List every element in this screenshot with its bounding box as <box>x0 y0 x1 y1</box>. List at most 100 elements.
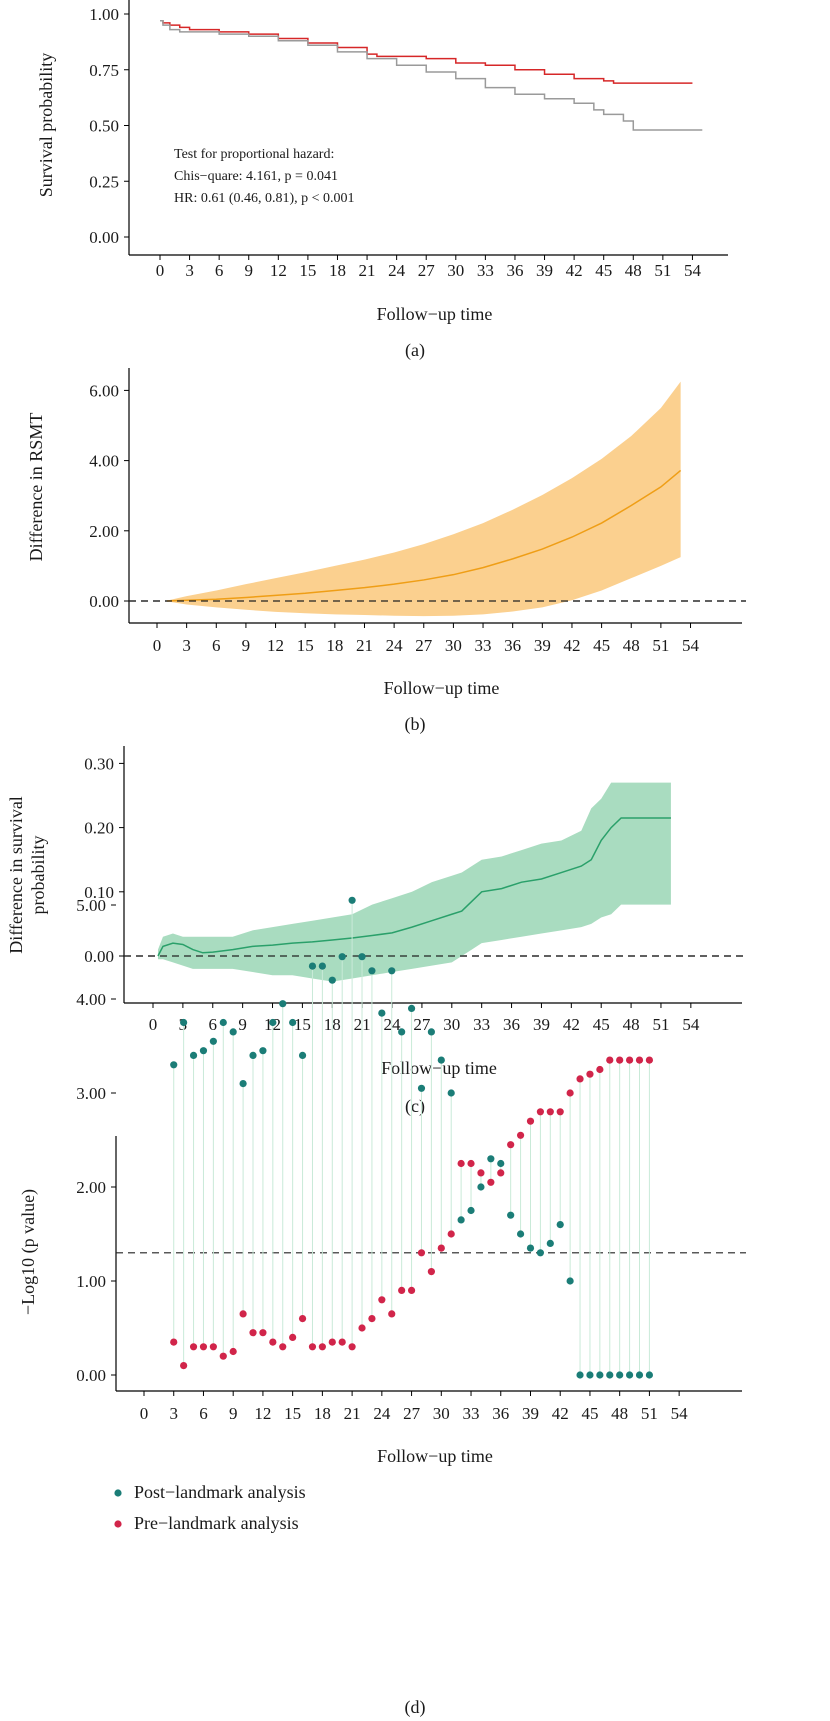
x-tick-label: 51 <box>641 1404 658 1423</box>
x-tick-label: 33 <box>475 636 492 655</box>
x-tick-label: 45 <box>595 261 612 280</box>
post-landmark-point <box>556 1221 564 1229</box>
x-tick-label: 21 <box>359 261 376 280</box>
pre-landmark-point <box>546 1108 554 1116</box>
post-landmark-point <box>625 1371 634 1379</box>
x-tick-label: 36 <box>506 261 523 280</box>
post-landmark-point <box>348 896 356 904</box>
post-landmark-point <box>417 1084 426 1092</box>
post-landmark-point <box>358 953 366 961</box>
post-landmark-point <box>497 1159 505 1168</box>
pre-landmark-point <box>457 1159 465 1168</box>
post-landmark-point <box>447 1089 455 1097</box>
legend-label: Post−landmark analysis <box>134 1482 306 1502</box>
x-tick-label: 39 <box>522 1404 539 1423</box>
x-tick-label: 3 <box>169 1404 178 1423</box>
pre-landmark-point <box>437 1244 445 1252</box>
post-landmark-point <box>368 967 376 975</box>
x-tick-label: 30 <box>447 261 464 280</box>
x-axis-label: Follow−up time <box>377 1446 493 1466</box>
x-tick-label: 21 <box>356 636 373 655</box>
post-landmark-point <box>536 1249 545 1257</box>
post-landmark-point <box>298 1051 307 1059</box>
x-tick-label: 54 <box>684 261 702 280</box>
pre-landmark-point <box>249 1329 257 1337</box>
x-axis-label: Follow−up time <box>377 304 493 324</box>
x-tick-label: 15 <box>294 1015 311 1034</box>
x-tick-label: 9 <box>242 636 251 655</box>
x-tick-label: 36 <box>504 636 521 655</box>
x-tick-label: 0 <box>149 1015 158 1034</box>
x-tick-label: 24 <box>373 1404 391 1423</box>
post-landmark-point <box>487 1155 495 1163</box>
x-tick-label: 42 <box>563 636 580 655</box>
pre-landmark-point <box>625 1056 634 1064</box>
post-landmark-point <box>338 953 346 961</box>
x-tick-label: 51 <box>652 636 669 655</box>
x-tick-label: 3 <box>185 261 194 280</box>
x-tick-label: 6 <box>212 636 221 655</box>
y-tick-label: 0.00 <box>84 947 114 966</box>
pre-landmark-point <box>427 1268 435 1276</box>
panel-label: (c) <box>405 1096 425 1117</box>
post-landmark-point <box>318 962 326 970</box>
x-tick-label: 42 <box>563 1015 580 1034</box>
post-landmark-point <box>308 962 317 970</box>
post-landmark-point <box>635 1371 644 1379</box>
x-tick-label: 9 <box>238 1015 247 1034</box>
panel-label: (b) <box>405 714 426 735</box>
difference-line <box>166 469 682 602</box>
y-tick-label: 4.00 <box>76 990 106 1009</box>
post-landmark-point <box>576 1371 584 1379</box>
post-landmark-point <box>546 1239 554 1247</box>
pre-landmark-point <box>289 1333 297 1341</box>
survival-curve-grey <box>160 19 703 131</box>
post-landmark-point <box>269 1018 277 1027</box>
x-tick-label: 48 <box>623 1015 640 1034</box>
confidence-band <box>166 381 681 617</box>
pre-landmark-point <box>576 1075 584 1083</box>
pre-landmark-point <box>239 1310 247 1318</box>
post-landmark-point <box>477 1183 485 1191</box>
x-tick-label: 48 <box>625 261 642 280</box>
y-tick-label: 4.00 <box>89 452 119 471</box>
post-landmark-point <box>180 1018 188 1027</box>
y-tick-label: 6.00 <box>89 381 119 400</box>
x-tick-label: 54 <box>682 636 700 655</box>
post-landmark-point <box>457 1216 465 1224</box>
y-axis-label: Difference in survival <box>6 796 26 954</box>
post-landmark-point <box>398 1028 406 1036</box>
pre-landmark-point <box>318 1343 326 1351</box>
y-axis-label: Difference in RSMT <box>26 413 46 562</box>
pre-landmark-point <box>596 1065 604 1074</box>
x-tick-label: 54 <box>682 1015 700 1034</box>
pre-landmark-point <box>507 1141 515 1149</box>
pre-landmark-point <box>229 1347 237 1356</box>
post-landmark-point <box>189 1051 198 1059</box>
x-tick-label: 24 <box>384 1015 402 1034</box>
post-landmark-point <box>407 1004 416 1013</box>
x-tick-label: 27 <box>413 1015 431 1034</box>
y-tick-label: 0.50 <box>89 117 119 136</box>
x-tick-label: 27 <box>418 261 436 280</box>
x-tick-label: 12 <box>254 1404 271 1423</box>
x-tick-label: 51 <box>652 1015 669 1034</box>
y-axis-label-line2: probability <box>28 836 48 915</box>
y-tick-label: 0.00 <box>89 592 119 611</box>
pre-landmark-point <box>209 1343 217 1351</box>
difference-line <box>157 817 671 957</box>
post-landmark-point <box>378 1009 386 1017</box>
y-tick-label: 1.00 <box>76 1272 106 1291</box>
x-tick-label: 18 <box>326 636 343 655</box>
y-tick-label: 0.30 <box>84 754 114 773</box>
pre-landmark-point <box>447 1230 455 1238</box>
pre-landmark-point <box>556 1108 564 1116</box>
survival-curve-red <box>160 19 693 84</box>
pre-landmark-point <box>407 1286 416 1294</box>
pre-landmark-point <box>398 1286 406 1294</box>
x-tick-label: 12 <box>267 636 284 655</box>
x-tick-label: 30 <box>433 1404 450 1423</box>
x-tick-label: 33 <box>463 1404 480 1423</box>
y-tick-label: 0.00 <box>89 228 119 247</box>
